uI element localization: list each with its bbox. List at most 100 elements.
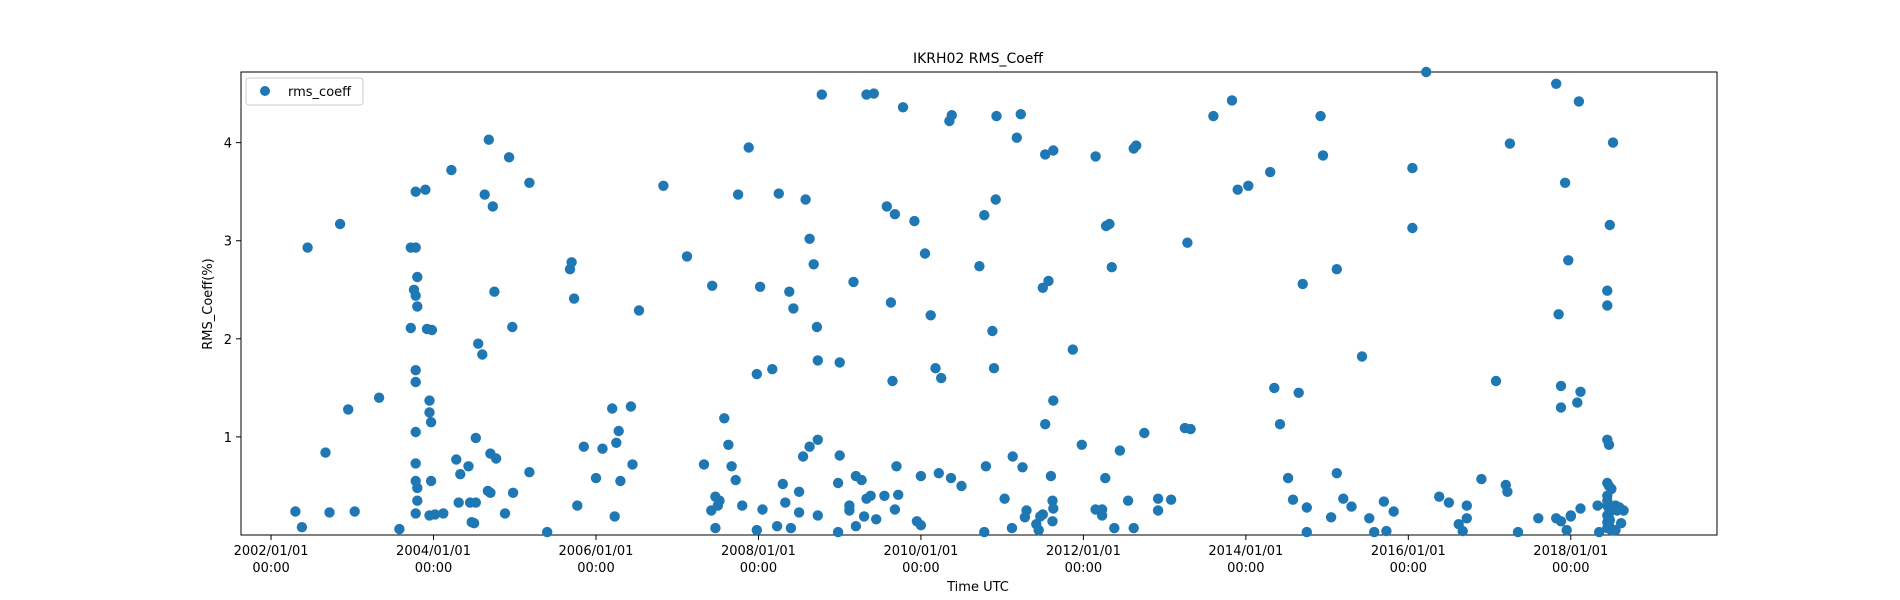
data-point <box>848 276 859 288</box>
x-tick-label: 2004/01/01 <box>396 544 471 559</box>
data-point <box>1555 402 1567 413</box>
data-point <box>424 395 435 406</box>
data-point <box>424 407 435 418</box>
x-tick-label-time: 00:00 <box>1390 561 1427 576</box>
data-point <box>1047 495 1058 506</box>
x-tick-label-time: 00:00 <box>1065 561 1102 576</box>
data-point <box>425 417 437 428</box>
data-point <box>410 365 421 376</box>
data-point <box>1490 375 1502 387</box>
data-point <box>1045 470 1057 482</box>
data-point <box>1594 526 1605 538</box>
data-point <box>1106 262 1118 273</box>
data-point <box>410 290 421 301</box>
data-point <box>1274 419 1286 430</box>
data-point <box>1035 511 1046 522</box>
data-point <box>438 508 449 519</box>
data-point <box>889 504 901 515</box>
data-point <box>1553 309 1564 320</box>
data-point <box>1048 395 1059 406</box>
data-point <box>780 497 791 508</box>
data-point <box>503 152 515 163</box>
data-point <box>804 441 815 452</box>
data-point <box>832 477 844 489</box>
data-point <box>1007 451 1018 462</box>
data-point <box>871 514 882 525</box>
data-point <box>1076 439 1088 450</box>
data-point <box>507 321 518 333</box>
data-point <box>470 432 481 444</box>
data-point <box>868 88 879 99</box>
data-point <box>410 426 421 438</box>
data-point <box>1602 300 1613 311</box>
data-point <box>590 472 602 484</box>
data-point <box>1551 78 1562 90</box>
data-point <box>296 522 308 533</box>
data-point <box>1033 524 1044 536</box>
x-tick-label: 2006/01/01 <box>559 544 634 559</box>
data-point <box>320 447 331 458</box>
legend-label: rms_coeff <box>288 85 352 100</box>
data-point <box>743 142 754 153</box>
data-point <box>956 480 967 492</box>
data-point <box>681 251 693 262</box>
data-point <box>1407 222 1418 234</box>
x-tick-label-time: 00:00 <box>1552 561 1589 576</box>
data-point <box>698 459 710 470</box>
data-point <box>349 506 360 517</box>
x-axis-label: Time UTC <box>946 580 1009 595</box>
data-point <box>507 487 519 498</box>
data-point <box>455 469 466 480</box>
y-tick-label: 1 <box>224 431 232 446</box>
data-point <box>915 520 927 531</box>
data-point <box>754 281 766 292</box>
data-point <box>615 475 626 487</box>
data-point <box>1331 264 1343 275</box>
data-point <box>1019 512 1031 523</box>
data-point <box>633 305 645 316</box>
data-point <box>1461 500 1473 511</box>
data-point <box>611 437 622 448</box>
data-point <box>793 507 805 518</box>
legend-box <box>245 77 364 106</box>
data-point <box>1457 525 1468 537</box>
data-point <box>1555 380 1567 392</box>
data-point <box>290 506 301 517</box>
data-point <box>524 467 535 478</box>
data-point <box>881 201 892 212</box>
data-point <box>1407 162 1418 174</box>
data-point <box>858 511 870 522</box>
data-point <box>1421 66 1432 78</box>
data-point <box>1434 491 1445 502</box>
data-point <box>987 325 998 337</box>
data-point <box>719 413 730 424</box>
data-point <box>479 189 490 200</box>
data-point <box>1331 468 1343 479</box>
data-point <box>542 526 553 538</box>
x-tick-label: 2018/01/01 <box>1533 544 1608 559</box>
data-point <box>889 209 901 220</box>
data-point <box>490 453 502 464</box>
data-point <box>597 443 608 454</box>
data-point <box>1047 516 1058 527</box>
data-point <box>712 500 723 511</box>
x-tick-label: 2002/01/01 <box>234 544 309 559</box>
data-point <box>482 485 494 497</box>
data-point <box>793 486 805 497</box>
data-point <box>1559 177 1571 188</box>
data-point <box>707 280 718 291</box>
data-point <box>1575 503 1586 514</box>
data-point <box>930 363 941 374</box>
data-point <box>1006 522 1018 534</box>
data-point <box>1287 494 1299 505</box>
data-point <box>405 322 416 334</box>
data-point <box>420 184 431 195</box>
data-point <box>1325 512 1337 523</box>
data-point <box>1297 278 1308 290</box>
data-point <box>1182 237 1193 248</box>
data-point <box>609 511 620 522</box>
data-point <box>988 363 1000 374</box>
data-point <box>925 310 936 321</box>
data-point <box>1293 387 1304 398</box>
